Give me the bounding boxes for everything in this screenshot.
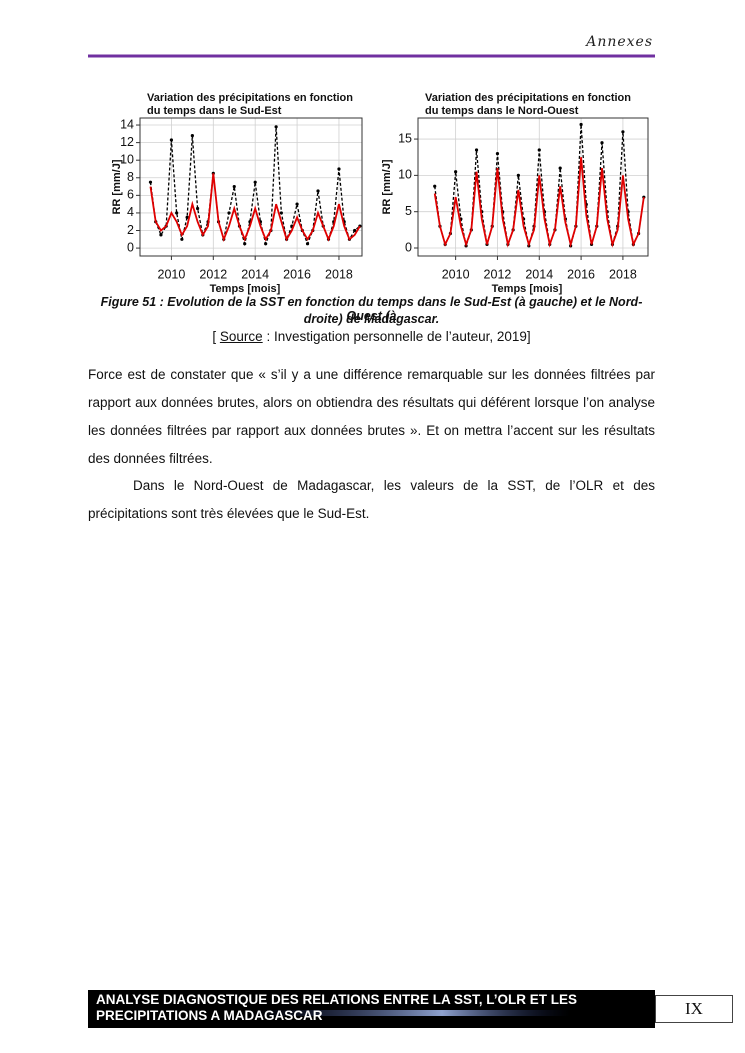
data-point: [305, 242, 310, 246]
footer-streak: [250, 1010, 570, 1016]
y-tick-label: 12: [120, 135, 134, 149]
data-point: [264, 242, 268, 246]
y-tick-label: 10: [398, 168, 412, 182]
chart-title: Variation des précipitations en fonction: [147, 92, 353, 104]
data-point: [195, 206, 200, 211]
y-tick-label: 15: [398, 131, 412, 145]
y-tick-label: 6: [127, 188, 134, 202]
chart-title: Variation des précipitations en fonction: [425, 92, 631, 104]
x-tick-label: 2018: [325, 267, 353, 281]
x-tick-label: 2014: [241, 267, 269, 281]
y-tick-label: 4: [127, 205, 134, 219]
data-point: [169, 138, 174, 142]
x-axis-label: Temps [mois]: [210, 283, 281, 295]
chart-title: du temps dans le Sud-Est: [147, 105, 282, 117]
chart-title: du temps dans le Nord-Ouest: [425, 105, 579, 117]
y-tick-label: 2: [127, 223, 134, 237]
data-point: [190, 133, 194, 138]
data-point: [175, 211, 179, 215]
data-line: [149, 173, 361, 243]
y-tick-label: 0: [405, 240, 412, 254]
figure-caption: Figure 51 : Evolution de la SST en fonct…: [100, 295, 643, 323]
data-point: [474, 148, 479, 152]
data-point: [180, 237, 184, 241]
figure-source: [ Source : Investigation personnelle de …: [88, 329, 655, 344]
data-point: [185, 215, 189, 219]
data-point: [621, 130, 625, 134]
data-point: [232, 184, 236, 189]
y-tick-label: 5: [405, 204, 412, 218]
data-point: [159, 233, 163, 237]
data-point: [274, 125, 278, 129]
data-point: [495, 151, 500, 156]
x-axis-label: Temps [mois]: [492, 283, 563, 295]
x-tick-label: 2018: [609, 267, 637, 281]
data-point: [516, 173, 520, 177]
plot-frame: [417, 117, 649, 257]
footer-line: ANALYSE DIAGNOSTIQUE DES RELATIONS ENTRE…: [96, 992, 578, 1007]
data-line: [433, 157, 645, 248]
data-point: [433, 184, 437, 188]
x-tick-label: 2012: [484, 267, 512, 281]
data-point: [600, 141, 604, 145]
data-point: [253, 180, 257, 184]
source-bracket: [: [212, 329, 217, 344]
paragraph: Force est de constater que « s’il y a un…: [88, 367, 655, 466]
figure-caption: droite) de Madagascar.: [303, 312, 440, 326]
footer-band: [88, 990, 655, 1028]
source-label: Source: [219, 329, 263, 344]
y-axis-label: RR [mm/J]: [111, 159, 123, 214]
y-tick-label: 0: [127, 240, 134, 254]
data-point: [279, 211, 283, 215]
data-point: [454, 170, 458, 174]
x-tick-label: 2014: [525, 267, 553, 281]
x-tick-label: 2016: [283, 267, 311, 281]
data-point: [558, 166, 562, 170]
y-tick-label: 10: [120, 152, 134, 166]
data-point: [295, 202, 299, 206]
data-point: [579, 122, 583, 127]
page-number: IX: [685, 999, 703, 1018]
y-tick-label: 14: [120, 117, 134, 131]
data-point: [537, 148, 541, 152]
plot-frame: [139, 117, 363, 257]
x-tick-label: 2016: [567, 267, 595, 281]
data-point: [227, 211, 231, 215]
x-tick-label: 2010: [158, 267, 186, 281]
page-number-box: [655, 995, 733, 1023]
footer-title: ANALYSE DIAGNOSTIQUE DES RELATIONS ENTRE…: [96, 992, 577, 1024]
data-point: [148, 180, 153, 184]
x-tick-label: 2010: [442, 267, 470, 281]
footer-line: PRECIPITATIONS A MADAGASCAR: [96, 1008, 323, 1023]
y-axis-label: RR [mm/J]: [381, 159, 393, 214]
data-point: [353, 228, 357, 233]
source-text: : Investigation personnelle de l’auteur,…: [266, 329, 531, 344]
data-point: [337, 167, 341, 171]
data-point: [243, 242, 247, 246]
y-tick-label: 8: [127, 170, 134, 184]
header-title: Annexes: [586, 34, 653, 50]
x-tick-label: 2012: [199, 267, 227, 281]
paragraph: Dans le Nord-Ouest de Madagascar, les va…: [88, 478, 655, 521]
data-point: [316, 189, 320, 193]
